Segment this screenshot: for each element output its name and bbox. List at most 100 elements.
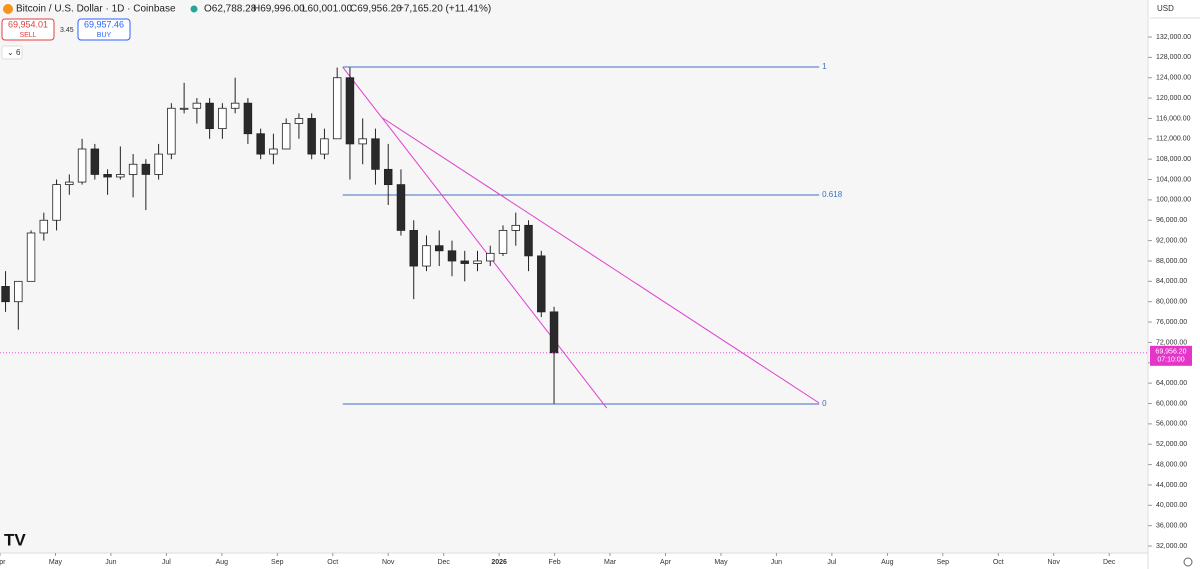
y-tick-label: 100,000.00 (1156, 197, 1191, 204)
candle-body (141, 163, 151, 175)
x-tick-label: Jul (162, 559, 171, 566)
candle-body (243, 102, 253, 135)
trendline (342, 66, 608, 409)
change: +7,165.20 (+11.41%) (398, 4, 491, 15)
fib-label: 1 (822, 62, 827, 71)
settings-icon[interactable] (1183, 557, 1193, 567)
buy-price: 69,957.46 (84, 19, 124, 29)
y-tick-label: 128,000.00 (1156, 54, 1191, 61)
indicator-count: ⌄ 6 (7, 48, 21, 57)
y-tick-label: 132,000.00 (1156, 34, 1191, 41)
candle-body (52, 184, 61, 221)
y-tick-label: 88,000.00 (1156, 258, 1187, 265)
candle-body (281, 123, 291, 150)
x-tick-label: Sep (937, 559, 950, 566)
status-dot (190, 5, 198, 13)
candle-body (345, 77, 355, 145)
candle-body (320, 138, 329, 155)
x-tick-label: Nov (1047, 559, 1060, 566)
x-tick-label: Dec (1103, 559, 1116, 566)
y-tick-label: 48,000.00 (1156, 461, 1187, 468)
y-tick-label: 76,000.00 (1156, 319, 1187, 326)
candle-body (409, 230, 418, 267)
candle-body (511, 224, 520, 231)
candle-body (524, 224, 533, 257)
candle-body (383, 168, 393, 186)
watermark: TV (4, 530, 26, 549)
x-tick-label: Aug (881, 559, 894, 566)
candle-body (549, 311, 559, 354)
x-tick-label: Sep (271, 559, 284, 566)
candle-body (218, 107, 227, 130)
candle-body (460, 260, 469, 264)
fib-label: 0.618 (822, 190, 843, 199)
x-tick-label: Oct (327, 559, 338, 566)
trendline (382, 117, 820, 404)
x-tick-label: 2026 (491, 559, 507, 566)
y-tick-label: 60,000.00 (1156, 400, 1187, 407)
y-tick-label: 92,000.00 (1156, 237, 1187, 244)
ohlc-low: L60,001.00 (302, 4, 352, 15)
candle-body (116, 174, 125, 178)
candle-body (14, 280, 23, 303)
candle-body (154, 153, 163, 175)
candle-body (435, 245, 444, 252)
candle-body (179, 107, 189, 110)
x-tick-label: Jul (827, 559, 836, 566)
y-tick-label: 116,000.00 (1156, 115, 1191, 122)
ohlc-high: H69,996.00 (253, 4, 305, 15)
candle-body (77, 148, 87, 183)
x-tick-label: Jun (105, 559, 116, 566)
y-tick-label: 108,000.00 (1156, 156, 1191, 163)
y-tick-label: 44,000.00 (1156, 482, 1187, 489)
y-tick-label: 32,000.00 (1156, 543, 1187, 550)
candle-body (103, 174, 112, 178)
y-tick-label: 112,000.00 (1156, 136, 1191, 143)
candle-body (269, 148, 278, 155)
candle-body (26, 232, 36, 282)
candle-body (486, 252, 495, 262)
plot-bg (0, 0, 1148, 553)
candle-body (167, 107, 176, 155)
x-tick-label: Apr (660, 559, 672, 566)
x-tick-label: Apr (0, 559, 6, 566)
sell-button[interactable] (1, 18, 55, 41)
candle-body (39, 219, 49, 234)
x-tick-label: Aug (216, 559, 229, 566)
ohlc-open: O62,788.28 (204, 4, 257, 15)
candle-body (447, 250, 457, 262)
indicator-toggle[interactable] (1, 45, 23, 60)
chart-title: Bitcoin / U.S. Dollar · 1D · Coinbase (16, 4, 176, 15)
y-tick-label: 124,000.00 (1156, 75, 1191, 82)
currency: USD (1157, 4, 1174, 13)
candle-body (90, 148, 100, 175)
y-tick-label: 120,000.00 (1156, 95, 1191, 102)
x-tick-label: Dec (437, 559, 450, 566)
y-tick-label: 104,000.00 (1156, 176, 1191, 183)
candle-body (498, 230, 508, 254)
buy-button[interactable] (77, 18, 131, 41)
ohlc-close: C69,956.20 (350, 4, 402, 15)
y-tick-label: 40,000.00 (1156, 502, 1187, 509)
y-tick-label: 56,000.00 (1156, 421, 1187, 428)
candle-body (537, 255, 546, 313)
spread: 3.45 (60, 27, 74, 34)
x-tick-label: Feb (549, 559, 561, 566)
btc-icon (3, 4, 13, 14)
x-tick-label: Nov (382, 559, 395, 566)
x-tick-label: May (49, 559, 63, 566)
y-tick-label: 64,000.00 (1156, 380, 1187, 387)
candle-body (473, 260, 482, 264)
y-tick-label: 96,000.00 (1156, 217, 1187, 224)
x-tick-label: Oct (993, 559, 1004, 566)
sell-label: SELL (19, 32, 36, 39)
x-tick-label: Mar (604, 559, 617, 566)
candle-body (65, 181, 74, 186)
plot-layer: 1 0.618 0 (1, 62, 843, 409)
y-tick-label: 84,000.00 (1156, 278, 1187, 285)
x-tick-label: Jun (771, 559, 782, 566)
buy-label: BUY (97, 32, 112, 39)
candle-body (371, 138, 380, 170)
countdown: 07:10:00 (1157, 357, 1184, 364)
